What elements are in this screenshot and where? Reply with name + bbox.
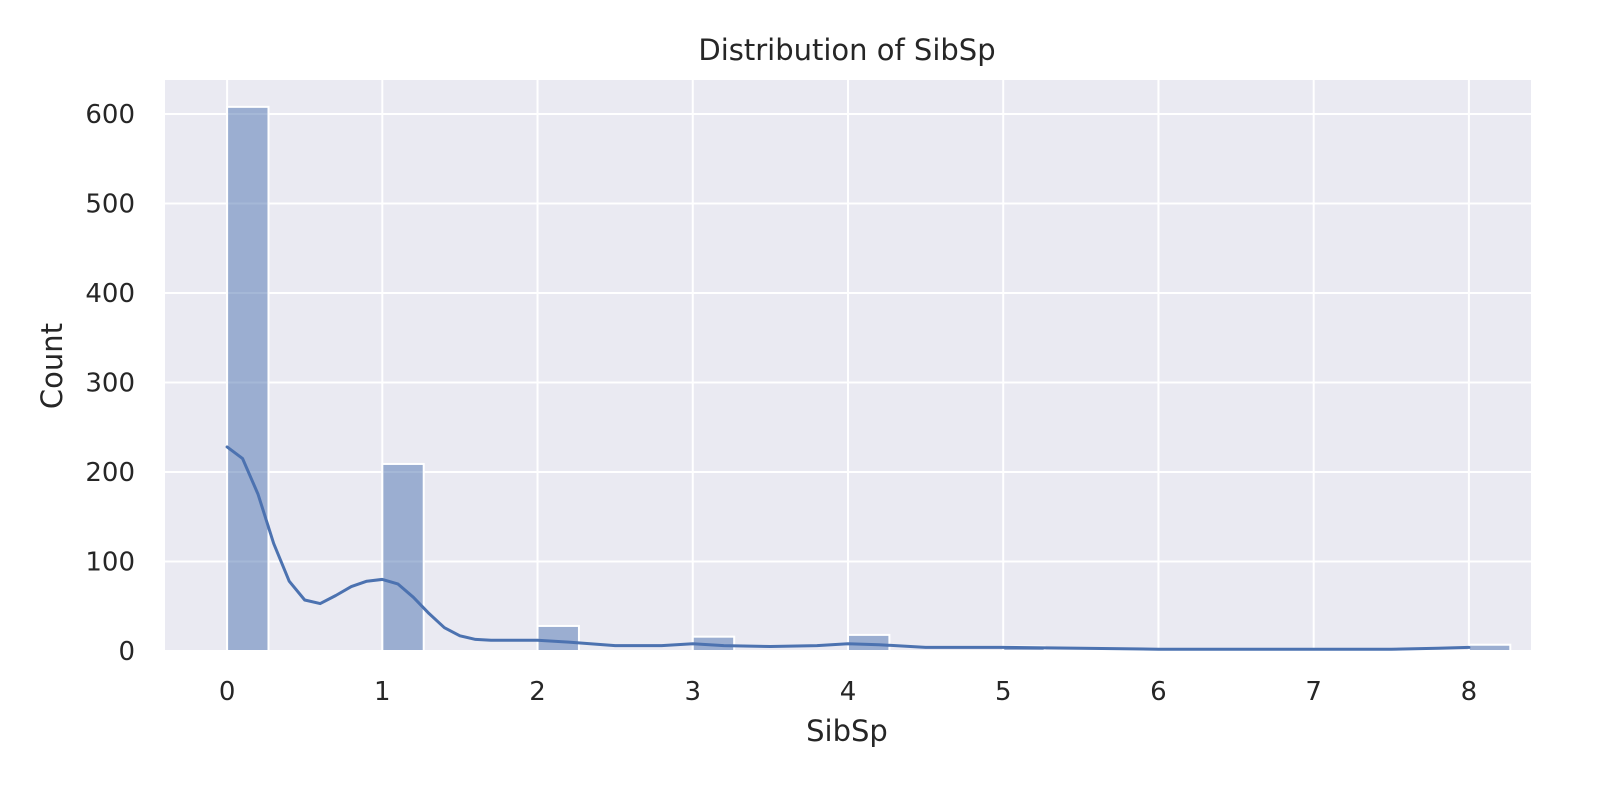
x-tick-label: 5 [995,677,1012,707]
x-tick-label: 6 [1150,677,1167,707]
histogram-bar [226,105,270,652]
y-tick-label: 500 [85,190,135,220]
histogram-bars [226,105,1512,653]
y-tick-label: 600 [85,100,135,130]
y-tick-label: 100 [85,548,135,578]
y-tick-label: 0 [118,637,135,667]
histogram-bar [536,624,580,652]
x-tick-label: 4 [840,677,857,707]
y-tick-label: 200 [85,458,135,488]
kde-curve [225,445,1471,651]
y-axis-ticks: 0 100 200 300 400 500 600 [85,100,135,667]
x-tick-label: 1 [374,677,391,707]
y-tick-label: 300 [85,369,135,399]
chart-title: Distribution of SibSp [698,33,995,67]
x-axis-ticks: 0 1 2 3 4 5 6 7 8 [219,677,1477,707]
y-tick-label: 400 [85,279,135,309]
x-tick-label: 2 [529,677,546,707]
histogram-bar [1467,643,1512,652]
histogram-bar [381,462,425,652]
x-axis-label: SibSp [806,714,888,748]
x-tick-label: 3 [684,677,701,707]
x-tick-label: 8 [1461,677,1478,707]
x-tick-label: 0 [219,677,236,707]
x-tick-label: 7 [1305,677,1322,707]
y-axis-label: Count [35,323,69,409]
